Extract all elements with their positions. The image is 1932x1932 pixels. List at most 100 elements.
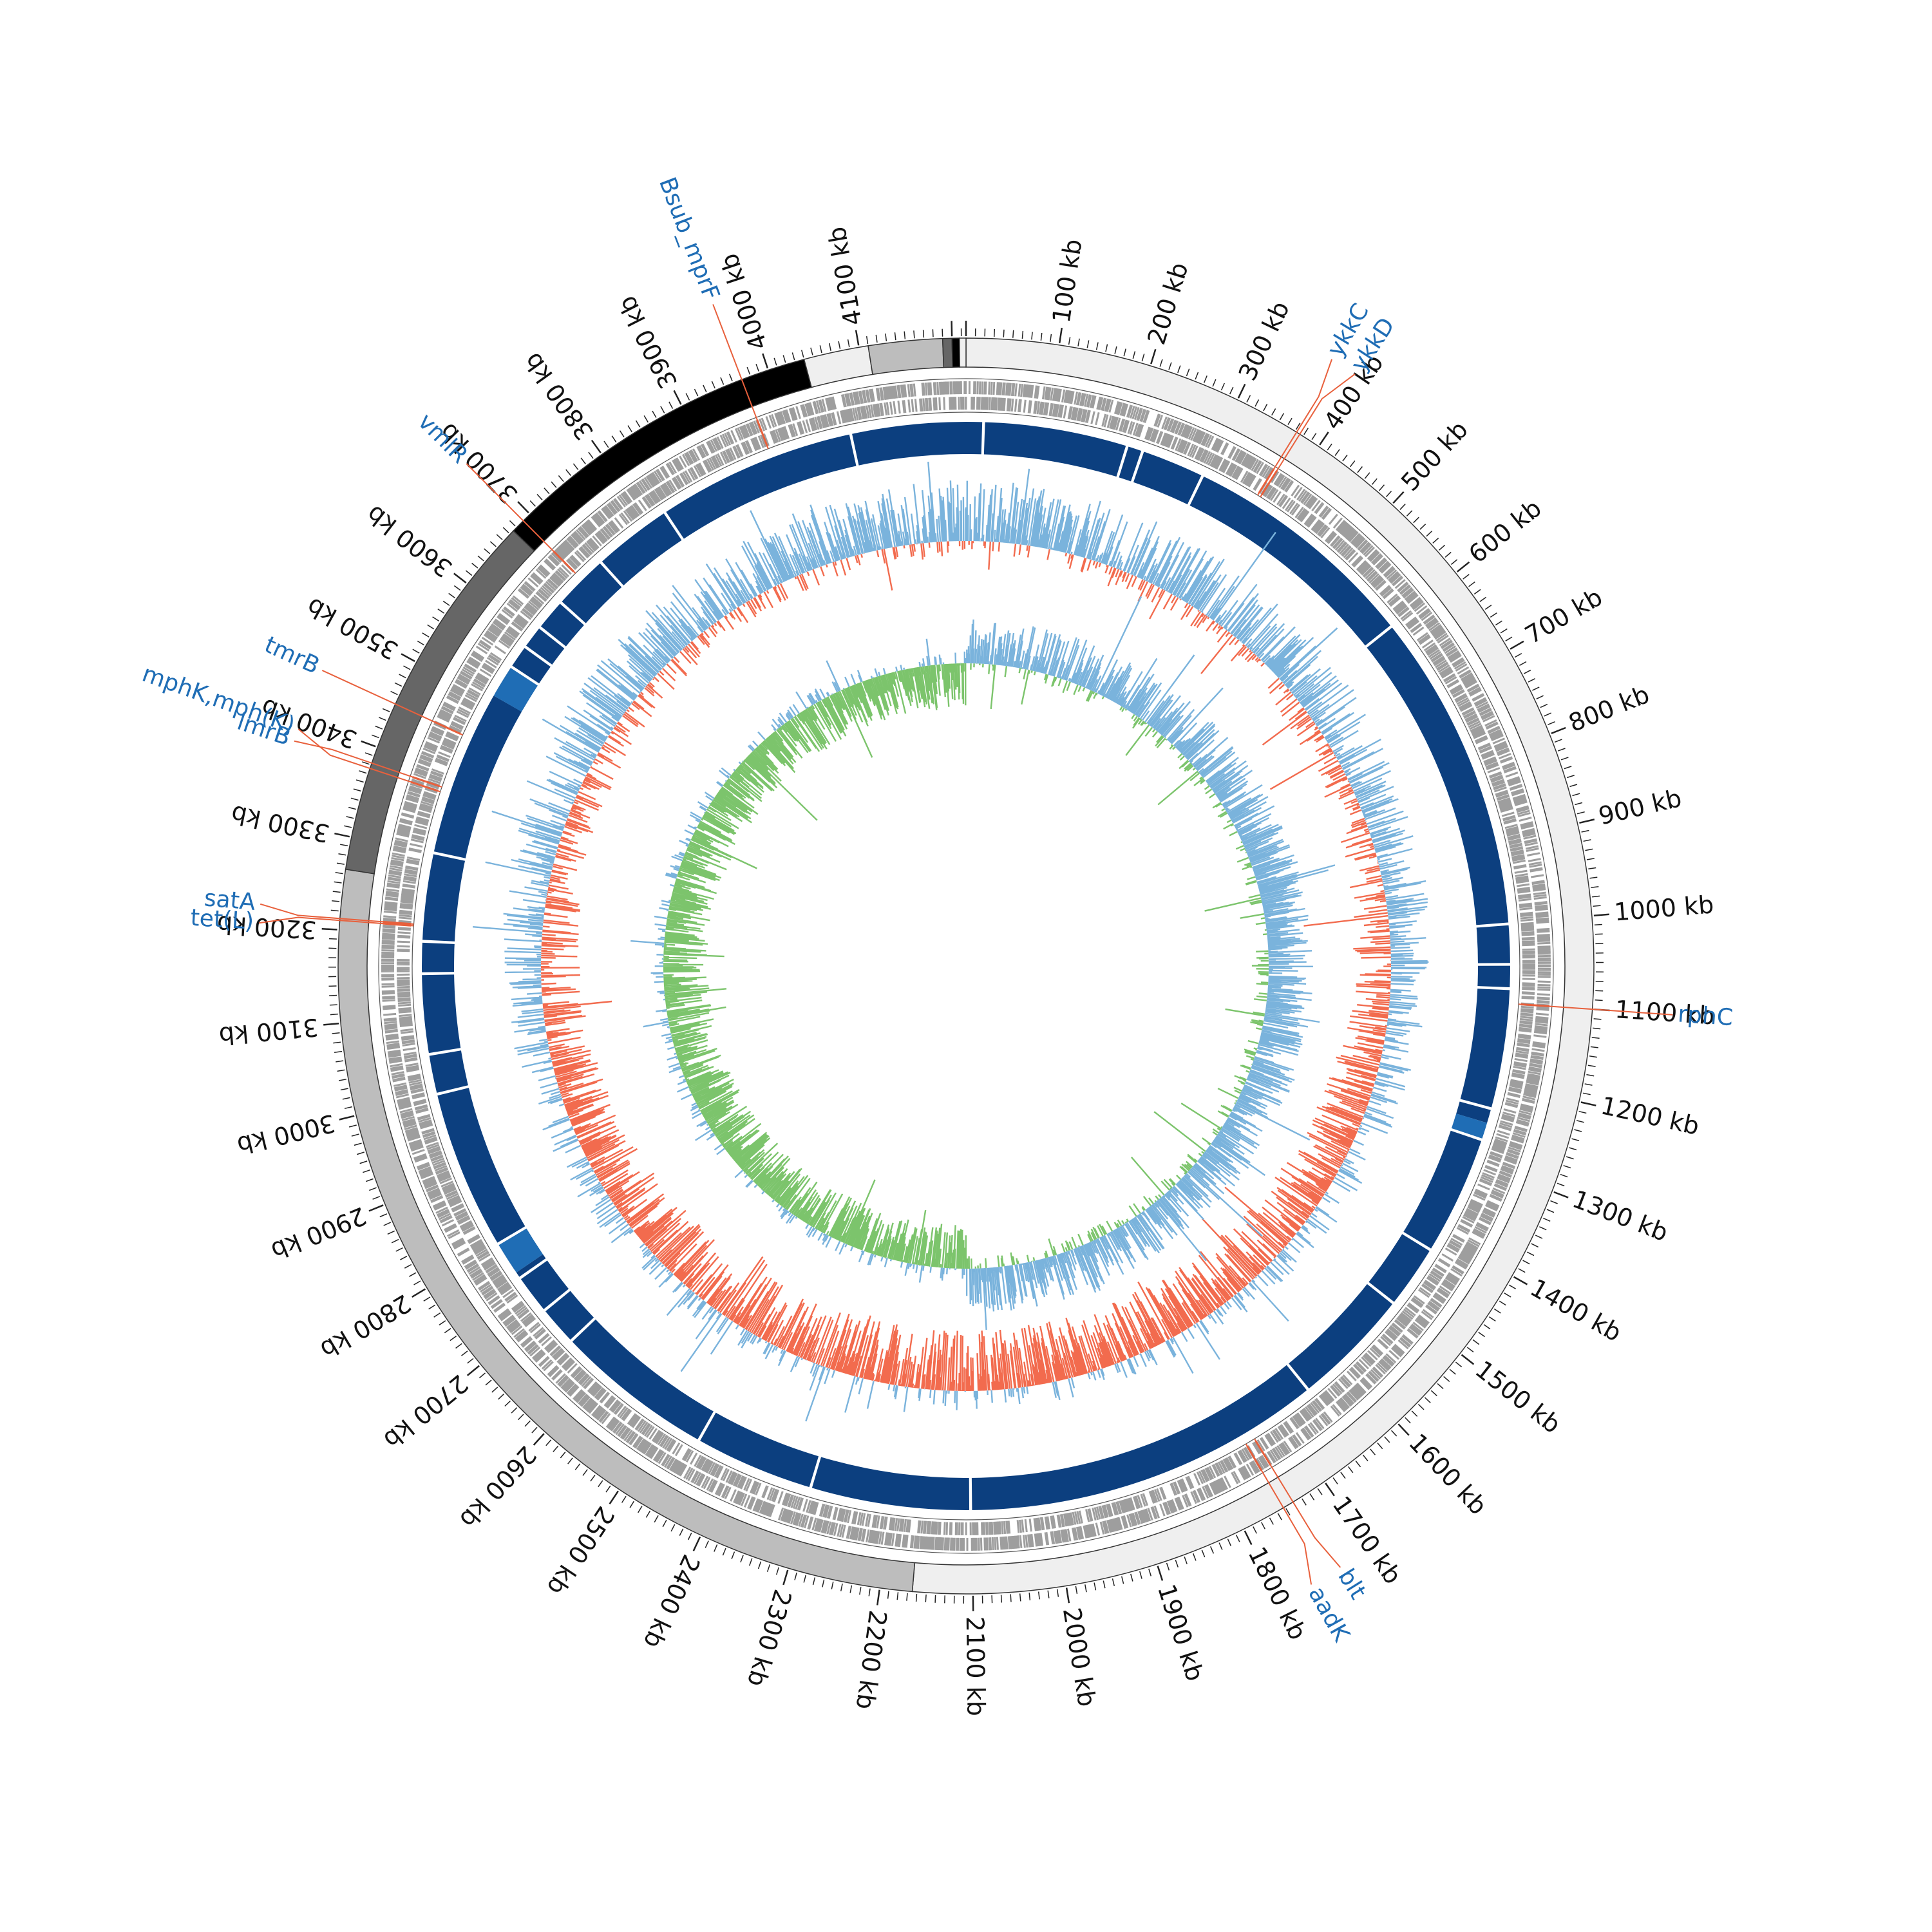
alignment-gap	[599, 560, 625, 589]
alignment-gap	[1449, 1128, 1484, 1142]
major-ticks	[321, 321, 1610, 1611]
gene-leader-line	[466, 463, 576, 574]
alignment-gap	[1476, 963, 1511, 966]
gene-leader-line	[1256, 359, 1332, 496]
contig-segment	[951, 337, 961, 368]
tick-label: 1600 kb	[1403, 1428, 1492, 1520]
alignment-gap	[981, 421, 985, 456]
alignment-gap	[496, 1226, 528, 1246]
gene-leader-line	[712, 304, 769, 450]
tick-label: 2200 kb	[851, 1609, 893, 1711]
tick-label: 4100 kb	[822, 225, 867, 328]
alignment-gap	[1285, 1362, 1310, 1392]
alignment-gap	[849, 432, 859, 468]
tick-label: 3800 kb	[518, 348, 599, 446]
gene-leader-line	[1260, 373, 1356, 498]
alignment-gap	[1401, 1231, 1432, 1252]
tick-label: 3600 kb	[361, 500, 458, 583]
alignment-gap	[427, 1047, 462, 1056]
tick-label: 1200 kb	[1598, 1092, 1702, 1141]
tick-label: 700 kb	[1520, 583, 1607, 650]
tick-label: 4000 kb	[715, 250, 773, 354]
alignment-band	[421, 422, 1510, 1510]
gene-leader-line	[1245, 1443, 1312, 1585]
contig-segment	[803, 345, 873, 388]
gene-leader-line	[298, 728, 441, 793]
gene-leader-line	[294, 740, 442, 788]
alignment-gap	[697, 1410, 717, 1442]
cds-reverse-strand	[396, 396, 1536, 1536]
tick-label: 3300 kb	[229, 800, 332, 848]
alignment-gap	[1186, 474, 1205, 507]
gene-label: tet(L)	[190, 905, 255, 935]
alignment-gap	[1458, 1098, 1493, 1111]
gc-content-above-average	[473, 461, 1429, 1422]
tick-label: 600 kb	[1463, 494, 1547, 569]
contig-segment	[942, 337, 953, 368]
gene-leader-line	[1518, 1003, 1673, 1016]
gene-leader-line	[258, 916, 414, 927]
gc-content-below-average	[540, 540, 1392, 1392]
cds-forward-strand	[381, 381, 1551, 1551]
contig-ring	[337, 337, 1595, 1595]
tick-label: 1100 kb	[1614, 995, 1716, 1030]
gene-label: satA	[203, 885, 256, 916]
gene-label: blt	[1332, 1564, 1371, 1604]
alignment-gap	[523, 645, 553, 668]
tick-label: 500 kb	[1396, 415, 1473, 497]
contig-segment	[959, 337, 967, 368]
alignment-gap	[432, 851, 467, 862]
alignment-gap	[809, 1455, 822, 1490]
tick-label: 3000 kb	[234, 1109, 338, 1160]
tick-label: 800 kb	[1565, 680, 1654, 737]
alignment-gap	[1115, 444, 1130, 479]
tick-label: 3100 kb	[218, 1013, 319, 1050]
tick-label: 2700 kb	[378, 1369, 473, 1454]
alignment-gap	[421, 972, 456, 976]
alignment-gap	[969, 1476, 972, 1511]
gene-label: rphC	[1677, 1001, 1734, 1031]
alignment-gap	[1364, 624, 1394, 649]
cds-ring-border-outer	[378, 378, 1554, 1554]
tick-label: 2800 kb	[316, 1289, 416, 1364]
alignment-variant-region	[493, 668, 538, 712]
tick-label: 3900 kb	[612, 291, 683, 393]
alignment-gap	[569, 1316, 597, 1343]
tick-label: 1900 kb	[1152, 1581, 1209, 1685]
gene-leader-line	[1254, 1438, 1341, 1568]
alignment-gap	[421, 940, 456, 945]
alignment-gap	[509, 665, 540, 687]
alignment-gap	[1476, 986, 1511, 990]
alignment-gap	[1130, 450, 1144, 484]
tick-label: 200 kb	[1142, 259, 1193, 348]
tick-label: 100 kb	[1047, 237, 1088, 325]
gene-leader-line	[260, 903, 414, 925]
alignment-gap	[663, 511, 685, 542]
alignment-gap	[435, 1084, 470, 1096]
gc-skew-positive	[630, 596, 1336, 1330]
tick-label: 2100 kb	[961, 1616, 990, 1716]
tick-label: 2900 kb	[267, 1201, 370, 1265]
tick-label: 1500 kb	[1470, 1355, 1566, 1439]
alignment-ring	[421, 421, 1511, 1511]
alignment-gap	[1475, 922, 1510, 928]
tick-label: 2000 kb	[1057, 1605, 1101, 1709]
gc-skew-negative	[663, 663, 1269, 1269]
cds-ring-border-inner	[412, 412, 1520, 1520]
alignment-gap	[538, 625, 567, 650]
alignment-gap	[559, 600, 587, 627]
tick-label: 2300 kb	[742, 1586, 797, 1690]
gene-label: Bsub_mprF	[654, 174, 724, 304]
alignment-gap	[518, 1257, 549, 1280]
gc-content-track	[473, 461, 1429, 1422]
tick-label: 1000 kb	[1613, 890, 1715, 926]
tick-label: 2400 kb	[638, 1550, 705, 1653]
alignment-gap	[542, 1288, 572, 1312]
minor-ticks	[328, 328, 1604, 1604]
tick-label: 2600 kb	[454, 1441, 542, 1533]
alignment-variant-region	[1452, 1113, 1488, 1139]
alignment-gap	[1366, 1281, 1396, 1305]
tick-label: 300 kb	[1233, 297, 1295, 385]
tick-label: 1400 kb	[1526, 1273, 1626, 1347]
